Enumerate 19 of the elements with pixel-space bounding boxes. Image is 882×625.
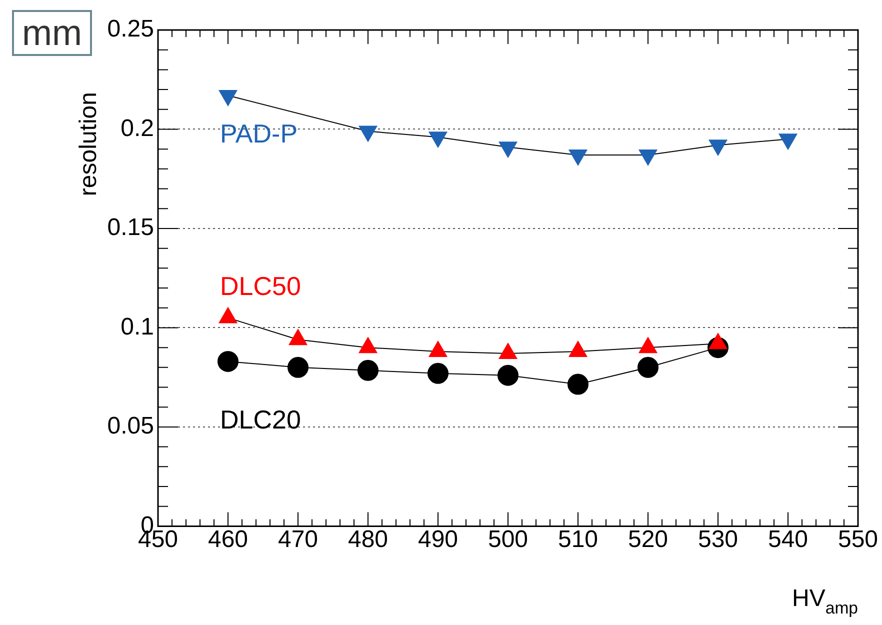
x-tick-label: 500 [488,526,528,554]
x-tick-label: 540 [768,526,808,554]
y-tick-label: 0.2 [120,114,154,142]
legend-label: DLC20 [220,404,301,435]
x-tick-label: 460 [208,526,248,554]
series-label: DLC50 [220,270,301,301]
legend-label: PAD-P [220,118,298,149]
y-tick-label: 0.05 [107,412,154,440]
y-axis-title: resolution [75,92,102,196]
x-tick-label: 520 [628,526,668,554]
text: mm [12,10,92,56]
y-tick-label: 0.15 [107,214,154,242]
y-tick-label: 0.25 [107,16,154,43]
x-tick-label: 530 [698,526,738,554]
x-tick-label: 470 [278,526,318,554]
x-tick-label: 480 [348,526,388,554]
y-tick-label: 0.1 [120,313,154,340]
x-tick-label: 490 [418,526,458,554]
x-tick-label: 510 [558,526,598,554]
